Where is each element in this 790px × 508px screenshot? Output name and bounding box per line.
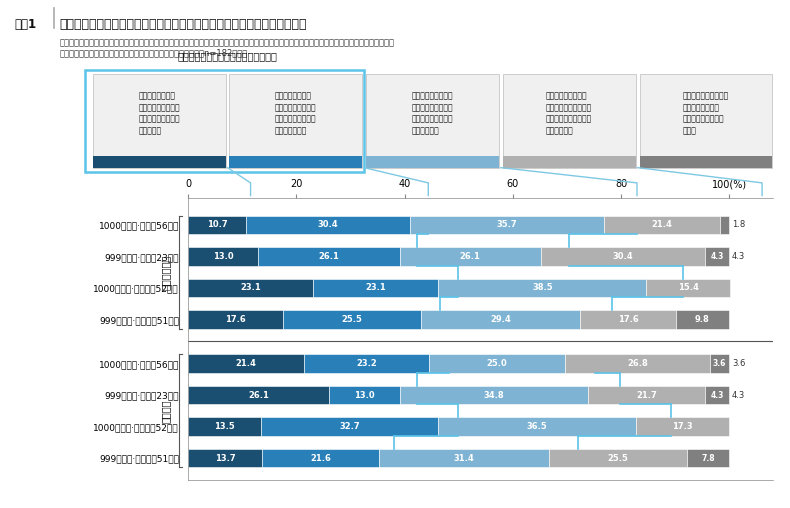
Bar xyxy=(188,279,313,297)
Text: 貴社において、従業員に会社主導の「リスキリング」および個人主導の「学び直し」それぞれを期待するメッセージはどの程度発信されていますか。: 貴社において、従業員に会社主導の「リスキリング」および個人主導の「学び直し」それ… xyxy=(59,38,394,47)
Text: 17.6: 17.6 xyxy=(225,315,246,324)
Text: 図表1: 図表1 xyxy=(14,18,36,31)
Text: ある程度期待する
メッセージを、経営
者やマネジメント層
から出している: ある程度期待する メッセージを、経営 者やマネジメント層 から出している xyxy=(275,92,317,135)
Bar xyxy=(400,247,541,266)
Text: 17.3: 17.3 xyxy=(672,422,693,431)
Bar xyxy=(188,386,329,404)
Text: 25.5: 25.5 xyxy=(608,454,629,462)
Bar xyxy=(188,247,258,266)
Bar xyxy=(400,386,588,404)
Bar xyxy=(284,310,421,329)
Text: 30.4: 30.4 xyxy=(318,220,339,230)
Text: 35.7: 35.7 xyxy=(497,220,517,230)
Bar xyxy=(438,418,636,436)
Bar xyxy=(188,449,262,467)
Bar xyxy=(581,310,675,329)
Text: 4.3: 4.3 xyxy=(710,391,724,399)
Text: もっともあてはまる選択肢を一つお選びください。（単一回答／n=182／％）: もっともあてはまる選択肢を一つお選びください。（単一回答／n=182／％） xyxy=(59,48,247,57)
Text: 32.7: 32.7 xyxy=(339,422,360,431)
Text: 17.6: 17.6 xyxy=(618,315,638,324)
Bar xyxy=(313,279,438,297)
Text: 30.4: 30.4 xyxy=(613,252,634,261)
Text: 13.7: 13.7 xyxy=(215,454,235,462)
Bar xyxy=(438,279,646,297)
Text: 26.1: 26.1 xyxy=(248,391,269,399)
Text: 9.8: 9.8 xyxy=(695,315,709,324)
Bar xyxy=(304,355,430,373)
Text: 31.4: 31.4 xyxy=(453,454,475,462)
Text: 強く期待するメッ
セージを、経営者や
マネジメント層から
出している: 強く期待するメッ セージを、経営者や マネジメント層から 出している xyxy=(138,92,180,135)
Text: 34.8: 34.8 xyxy=(483,391,504,399)
Bar xyxy=(549,449,687,467)
Bar xyxy=(421,310,581,329)
Bar xyxy=(604,216,720,234)
Bar xyxy=(379,449,549,467)
Text: 15.4: 15.4 xyxy=(678,283,698,293)
Text: リスキリング: リスキリング xyxy=(161,255,171,290)
Text: 26.1: 26.1 xyxy=(460,252,481,261)
Text: 13.0: 13.0 xyxy=(354,391,374,399)
Bar xyxy=(710,355,729,373)
Bar xyxy=(188,355,304,373)
Text: 3.6: 3.6 xyxy=(732,359,746,368)
Text: 38.5: 38.5 xyxy=(532,283,553,293)
Text: 21.6: 21.6 xyxy=(310,454,331,462)
Text: 13.5: 13.5 xyxy=(214,422,235,431)
Text: 23.1: 23.1 xyxy=(365,283,386,293)
Text: 26.1: 26.1 xyxy=(318,252,340,261)
Text: 21.4: 21.4 xyxy=(235,359,257,368)
Text: 23.2: 23.2 xyxy=(356,359,377,368)
Text: 21.7: 21.7 xyxy=(637,391,657,399)
Text: 経営やマネジメント層からの「リスキリング」「学び直し」への期待発信: 経営やマネジメント層からの「リスキリング」「学び直し」への期待発信 xyxy=(59,18,307,31)
Text: 具体的なメッセージ
はないが、経営者や
マネジメント層から
の期待がある: 具体的なメッセージ はないが、経営者や マネジメント層から の期待がある xyxy=(412,92,453,135)
Bar xyxy=(411,216,604,234)
Text: 4.3: 4.3 xyxy=(732,252,745,261)
Text: 具体的なメッセージ
はなく、経営者やマネ
ジメント層からの期待
はあまりない: 具体的なメッセージ はなく、経営者やマネ ジメント層からの期待 はあまりない xyxy=(546,92,592,135)
Bar xyxy=(262,449,379,467)
Text: 3.6: 3.6 xyxy=(713,359,726,368)
Bar xyxy=(565,355,710,373)
Bar xyxy=(430,355,565,373)
Bar xyxy=(188,216,246,234)
Text: 学び直し: 学び直し xyxy=(161,399,171,423)
Bar xyxy=(188,310,284,329)
Bar xyxy=(188,418,261,436)
Bar xyxy=(687,449,729,467)
Bar xyxy=(646,279,730,297)
Text: 13.0: 13.0 xyxy=(213,252,234,261)
Text: 25.5: 25.5 xyxy=(342,315,363,324)
Text: 4.3: 4.3 xyxy=(710,252,724,261)
Bar xyxy=(705,247,728,266)
Text: 7.8: 7.8 xyxy=(702,454,715,462)
Bar xyxy=(541,247,705,266)
Text: むしろ反対に、目の前
の業務以外のこと
をしないことを望ん
でいる: むしろ反対に、目の前 の業務以外のこと をしないことを望ん でいる xyxy=(683,92,729,135)
Text: 29.4: 29.4 xyxy=(491,315,511,324)
Text: 36.5: 36.5 xyxy=(526,422,547,431)
Bar xyxy=(675,310,728,329)
Bar xyxy=(636,418,729,436)
Text: 23.1: 23.1 xyxy=(240,283,261,293)
Bar xyxy=(261,418,438,436)
Bar xyxy=(705,386,728,404)
Text: 4.3: 4.3 xyxy=(732,391,745,399)
Text: 期待するメッセージが発信されている: 期待するメッセージが発信されている xyxy=(178,51,277,61)
Text: 25.0: 25.0 xyxy=(487,359,507,368)
Bar xyxy=(720,216,729,234)
Bar xyxy=(246,216,411,234)
Text: 10.7: 10.7 xyxy=(207,220,228,230)
Text: 1.8: 1.8 xyxy=(732,220,745,230)
Bar xyxy=(588,386,705,404)
Text: 21.4: 21.4 xyxy=(651,220,672,230)
Text: 26.8: 26.8 xyxy=(627,359,648,368)
Bar xyxy=(329,386,400,404)
Bar xyxy=(258,247,400,266)
